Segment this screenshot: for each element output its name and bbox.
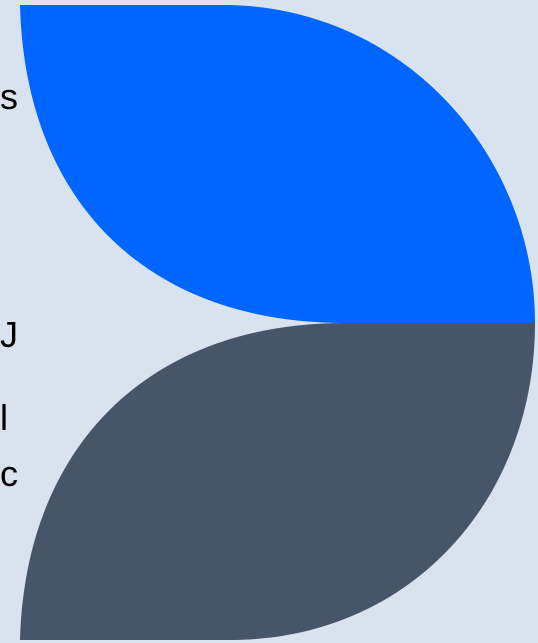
cropped-text-fragment-2: J xyxy=(0,314,18,355)
cropped-text-fragment-3: l xyxy=(0,397,8,438)
bottom-slate-leaf-shape xyxy=(20,323,535,640)
top-blue-leaf-shape xyxy=(20,5,535,323)
cropped-text-fragment-1: s xyxy=(0,76,18,117)
cropped-text-fragment-4: c xyxy=(0,453,18,494)
